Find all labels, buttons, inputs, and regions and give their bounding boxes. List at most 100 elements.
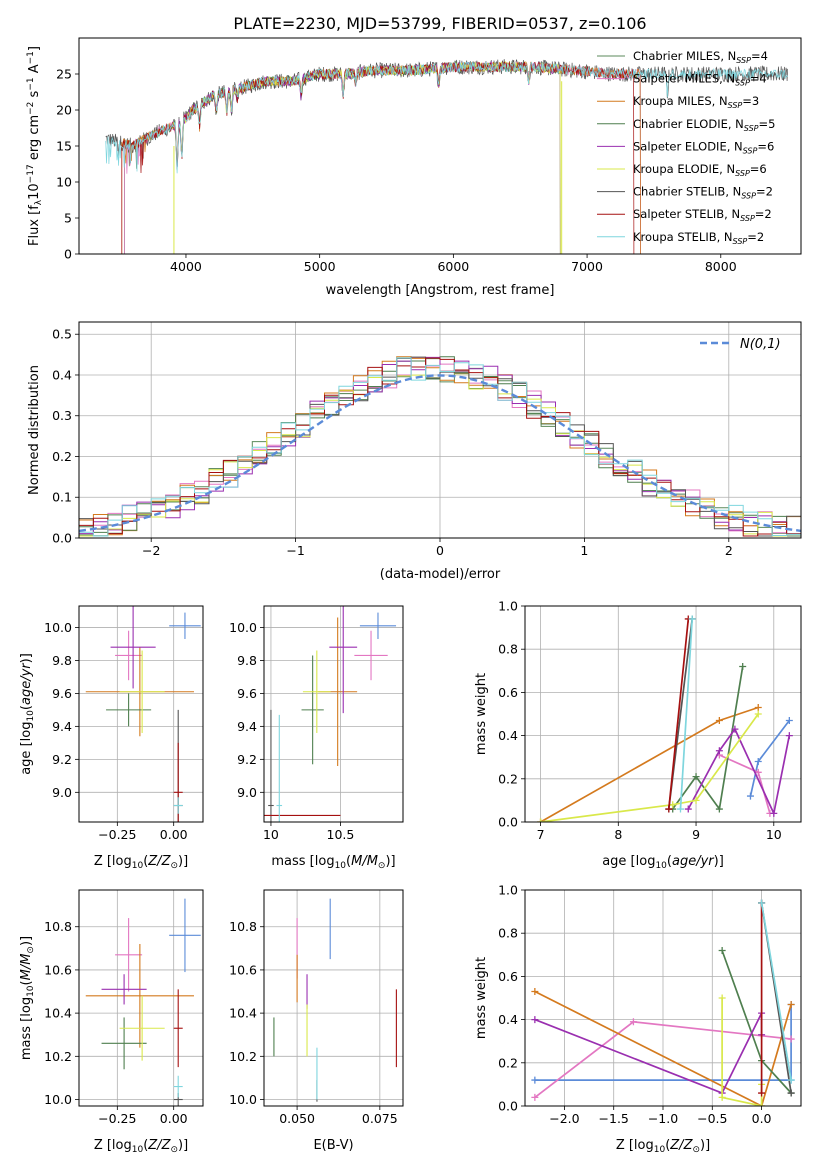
weight-marker <box>531 1093 539 1101</box>
weight-line <box>540 706 759 822</box>
legend-label: Kroupa ELODIE, NSSP=6 <box>633 162 767 178</box>
weight-marker <box>531 1076 539 1084</box>
x-tick-label: 10.5 <box>327 827 355 842</box>
y-tick-label: 0.2 <box>498 1055 518 1070</box>
legend-label: Kroupa MILES, NSSP=3 <box>633 94 759 110</box>
y-tick-label: 10.0 <box>44 620 72 635</box>
y-tick-label: 10.0 <box>229 1092 257 1107</box>
weight-marker <box>754 704 762 712</box>
legend-label: Salpeter STELIB, NSSP=2 <box>633 207 772 223</box>
weight-marker <box>739 662 747 670</box>
y-tick-label: 0 <box>64 247 72 262</box>
y-tick-label: 0.2 <box>52 449 72 464</box>
x-axis-label: E(B-V) <box>313 1138 353 1153</box>
weight-lines <box>531 899 795 1106</box>
y-axis-label: age [log10(age/yr)] <box>19 653 36 775</box>
x-tick-label: 5000 <box>304 259 336 274</box>
y-tick-label: 1.0 <box>498 599 518 614</box>
weight-marker <box>715 716 723 724</box>
x-tick-label: 10 <box>766 827 782 842</box>
weight-marker <box>785 732 793 740</box>
y-tick-label: 0.4 <box>52 367 72 382</box>
y-tick-label: 10.4 <box>44 1006 72 1021</box>
weight-marker <box>718 946 726 954</box>
weight-marker <box>787 1000 795 1008</box>
weight-marker <box>754 768 762 776</box>
x-axis-label: Z [log10(Z/Z⊙)] <box>94 1138 188 1155</box>
spectrum-line <box>105 61 788 174</box>
axes-frame <box>78 37 802 255</box>
spectrum-line <box>124 60 641 254</box>
x-tick-label: −1.0 <box>648 1111 678 1126</box>
y-tick-label: 9.2 <box>52 752 72 767</box>
legend-label: Chabrier STELIB, NSSP=2 <box>633 185 773 201</box>
y-tick-label: 10.4 <box>229 1006 257 1021</box>
error-bars <box>273 898 397 1102</box>
y-tick-label: 10.6 <box>229 962 257 977</box>
y-tick-label: 9.0 <box>52 785 72 800</box>
x-axis-label: wavelength [Angstrom, rest frame] <box>326 283 555 298</box>
y-tick-label: 0.1 <box>52 490 72 505</box>
x-tick-label: 6000 <box>437 259 469 274</box>
weight-marker <box>669 801 677 809</box>
y-tick-label: 10 <box>56 175 72 190</box>
x-axis-label: Z [log10(Z/Z⊙)] <box>94 854 188 871</box>
weight-marker <box>731 725 739 733</box>
y-tick-label: 0.0 <box>498 815 518 830</box>
spectrum-lines <box>105 59 788 254</box>
y-tick-label: 0.3 <box>52 408 72 423</box>
weight-marker <box>758 1102 766 1106</box>
weight-marker <box>715 747 723 755</box>
legend-label: Chabrier ELODIE, NSSP=5 <box>633 117 775 133</box>
x-tick-label: 0.050 <box>279 1111 315 1126</box>
x-tick-label: 0.00 <box>160 1111 188 1126</box>
error-bars <box>85 606 201 822</box>
spectrum-line <box>121 61 635 254</box>
weight-line <box>749 719 790 797</box>
weight-marker <box>665 805 673 813</box>
weight-marker <box>718 994 726 1002</box>
spectrum-line <box>172 60 561 254</box>
legend-label: N(0,1) <box>740 337 781 352</box>
x-axis-label: age [log10(age/yr)] <box>602 854 724 871</box>
histogram-step <box>79 356 801 535</box>
legend-label: Chabrier MILES, NSSP=4 <box>633 49 768 65</box>
weight-marker <box>785 716 793 724</box>
y-tick-label: 0.8 <box>498 642 518 657</box>
y-tick-label: 20 <box>56 103 72 118</box>
x-tick-label: 7 <box>537 827 545 842</box>
mass-vs-z-panel: −0.25 0.00 10.0 10.2 10.4 10.6 10.8 Z [log10(Z/… <box>19 889 204 1155</box>
weight-marker <box>692 773 700 781</box>
weight-line <box>540 713 759 822</box>
residuals-panel: −2 −1 0 1 2 0.0 0.1 0.2 0.3 0.4 0.5 N(0,1) (data-mod… <box>27 321 802 582</box>
x-axis-label: Z [log10(Z/Z⊙)] <box>616 1138 710 1155</box>
axes-frame <box>78 889 204 1107</box>
axes-frame <box>524 889 802 1107</box>
y-axis-label: mass weight <box>474 673 489 755</box>
axes-frame <box>524 605 802 823</box>
weight-line <box>679 618 694 810</box>
age-vs-z-panel: −0.25 0.00 9.0 9.2 9.4 9.6 9.8 10.0 Z [log10(Z/Z… <box>19 605 204 871</box>
y-tick-label: 15 <box>56 139 72 154</box>
y-tick-label: 10.6 <box>44 962 72 977</box>
weight-line <box>667 618 690 810</box>
y-tick-label: 0.8 <box>498 926 518 941</box>
weight-marker <box>758 1089 766 1097</box>
x-tick-label: 1 <box>580 543 588 558</box>
y-axis-label: Flux [fλ10−17 erg cm−2 s−1 A−1] <box>26 46 44 246</box>
y-axis-label: mass weight <box>474 957 489 1039</box>
x-tick-label: −1.5 <box>599 1111 629 1126</box>
y-tick-label: 10.2 <box>229 1049 257 1064</box>
y-tick-label: 0.0 <box>498 1099 518 1114</box>
x-tick-label: −0.25 <box>98 1111 136 1126</box>
age-vs-mass-panel: 10 10.5 9.0 9.2 9.4 9.6 9.8 10.0 mass [log10(M/M… <box>229 605 404 871</box>
weight-marker <box>754 758 762 766</box>
x-tick-label: −0.5 <box>697 1111 727 1126</box>
y-tick-label: 10.8 <box>44 919 72 934</box>
weight-marker <box>770 809 778 817</box>
weight-marker <box>787 1089 795 1097</box>
spectrum-line <box>124 60 641 254</box>
weight-marker <box>629 1018 637 1026</box>
y-tick-label: 10.2 <box>44 1049 72 1064</box>
histogram-bars <box>79 356 801 537</box>
